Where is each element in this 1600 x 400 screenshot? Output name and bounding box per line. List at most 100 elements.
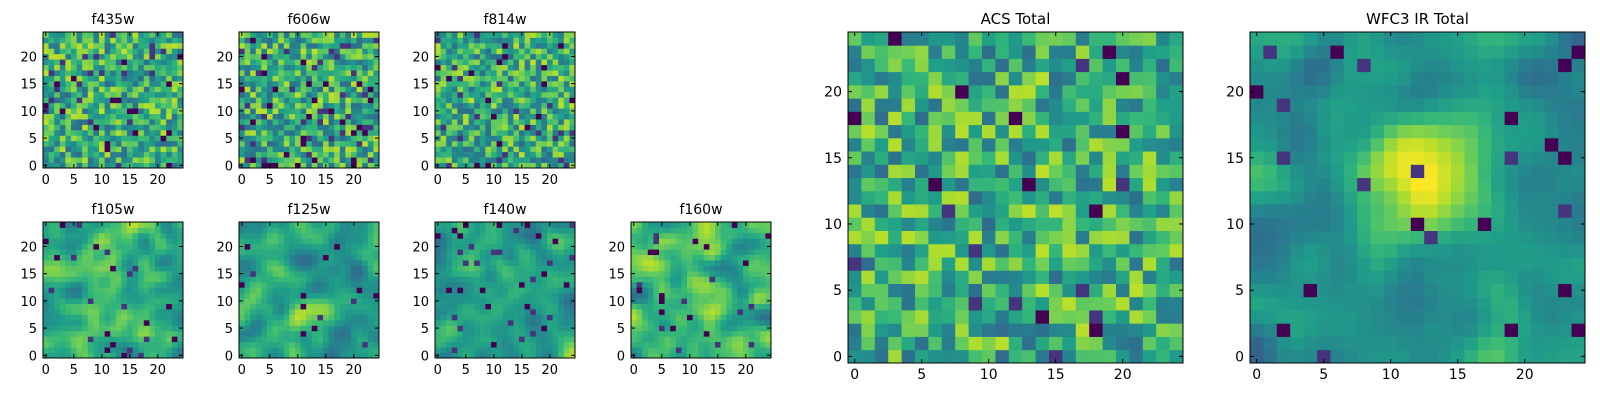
- heatmap-cell: [345, 64, 352, 71]
- heatmap-cell: [373, 59, 380, 66]
- heatmap-cell: [687, 298, 693, 304]
- heatmap-cell: [110, 129, 117, 136]
- heatmap-cell: [255, 75, 262, 82]
- heatmap-cell: [664, 227, 671, 234]
- heatmap-cell: [65, 140, 72, 147]
- heatmap-cell: [283, 325, 290, 332]
- heatmap-cell: [709, 347, 716, 353]
- heatmap-cell: [1049, 243, 1063, 258]
- heatmap-cell: [541, 303, 548, 310]
- heatmap-cell: [440, 157, 447, 163]
- heatmap-cell: [143, 140, 150, 147]
- heatmap-cell: [1169, 177, 1184, 192]
- heatmap-cell: [524, 162, 531, 169]
- heatmap-cell: [311, 70, 318, 76]
- heatmap-cell: [339, 341, 346, 348]
- heatmap-cell: [132, 238, 139, 245]
- heatmap-cell: [703, 325, 710, 332]
- heatmap-cell: [743, 309, 749, 315]
- heatmap-cell: [323, 108, 329, 114]
- heatmap-cell: [446, 151, 453, 158]
- heatmap-cell: [65, 281, 72, 288]
- heatmap-cell: [435, 59, 441, 66]
- heatmap-cell: [901, 230, 916, 245]
- heatmap-cell: [759, 276, 766, 283]
- heatmap-cell: [569, 113, 576, 120]
- heatmap-cell: [351, 276, 357, 283]
- heatmap-cell: [171, 222, 178, 228]
- heatmap-cell: [160, 238, 167, 245]
- heatmap-cell: [110, 232, 117, 239]
- heatmap-cell: [160, 347, 167, 353]
- heatmap-cell: [328, 86, 335, 93]
- heatmap-cell: [440, 70, 447, 76]
- heatmap-cell: [653, 260, 660, 266]
- heatmap-cell: [468, 97, 475, 104]
- heatmap-cell: [334, 232, 341, 239]
- heatmap-cell: [737, 238, 744, 245]
- heatmap-cell: [171, 42, 178, 49]
- heatmap-cell: [759, 314, 766, 321]
- heatmap-cell: [552, 91, 559, 98]
- heatmap-cell: [239, 97, 245, 104]
- heatmap-cell: [698, 222, 705, 228]
- heatmap-cell: [468, 265, 475, 272]
- heatmap-cell: [558, 59, 565, 66]
- heatmap-cell: [709, 303, 716, 310]
- heatmap-cell: [267, 309, 273, 315]
- heatmap-cell: [664, 265, 671, 272]
- heatmap-cell: [513, 287, 520, 294]
- heatmap-cell: [1089, 270, 1103, 284]
- heatmap-cell: [59, 162, 66, 169]
- heatmap-cell: [48, 303, 55, 310]
- heatmap-cell: [474, 260, 481, 266]
- heatmap-cell: [474, 222, 481, 228]
- heatmap-cell: [104, 325, 111, 332]
- heatmap-cell: [681, 238, 688, 245]
- heatmap-cell: [670, 265, 677, 272]
- heatmap-cell: [457, 222, 464, 228]
- heatmap-cell: [552, 86, 559, 93]
- heatmap-cell: [765, 347, 772, 353]
- heatmap-cell: [367, 91, 374, 98]
- heatmap-cell: [692, 281, 699, 288]
- y-tick-label: 10: [20, 295, 37, 310]
- heatmap-cell: [968, 243, 983, 258]
- heatmap-cell: [65, 260, 72, 266]
- heatmap-cell: [703, 330, 710, 337]
- heatmap-cell: [160, 298, 167, 304]
- heatmap-cell: [1022, 296, 1036, 311]
- heatmap-cell: [328, 37, 335, 44]
- heatmap-cell: [726, 281, 733, 288]
- heatmap-cell: [255, 135, 262, 142]
- heatmap-cell: [171, 341, 178, 348]
- heatmap-cell: [692, 254, 699, 261]
- heatmap-cell: [99, 276, 105, 283]
- heatmap-cell: [468, 37, 475, 44]
- heatmap-cell: [127, 260, 133, 266]
- heatmap-cell: [104, 53, 111, 60]
- heatmap-cell: [48, 309, 55, 315]
- heatmap-cell: [692, 222, 699, 228]
- heatmap-cell: [155, 319, 161, 326]
- heatmap-cell: [138, 281, 145, 288]
- heatmap-cell: [311, 97, 318, 104]
- heatmap-cell: [1049, 270, 1063, 284]
- heatmap-cell: [765, 292, 772, 299]
- heatmap-cell: [530, 309, 537, 315]
- heatmap-cell: [48, 287, 55, 294]
- heatmap-cell: [295, 292, 301, 299]
- heatmap-cell: [356, 222, 363, 228]
- heatmap-cell: [306, 347, 313, 353]
- heatmap-cell: [323, 227, 329, 234]
- heatmap-cell: [255, 238, 262, 245]
- heatmap-cell: [65, 319, 72, 326]
- heatmap-cell: [76, 42, 83, 49]
- heatmap-cell: [143, 102, 150, 109]
- heatmap-cell: [653, 281, 660, 288]
- heatmap-cell: [328, 341, 335, 348]
- heatmap-cell: [306, 287, 313, 294]
- heatmap-cell: [479, 59, 486, 66]
- heatmap-cell: [82, 53, 89, 60]
- heatmap-cell: [255, 270, 262, 277]
